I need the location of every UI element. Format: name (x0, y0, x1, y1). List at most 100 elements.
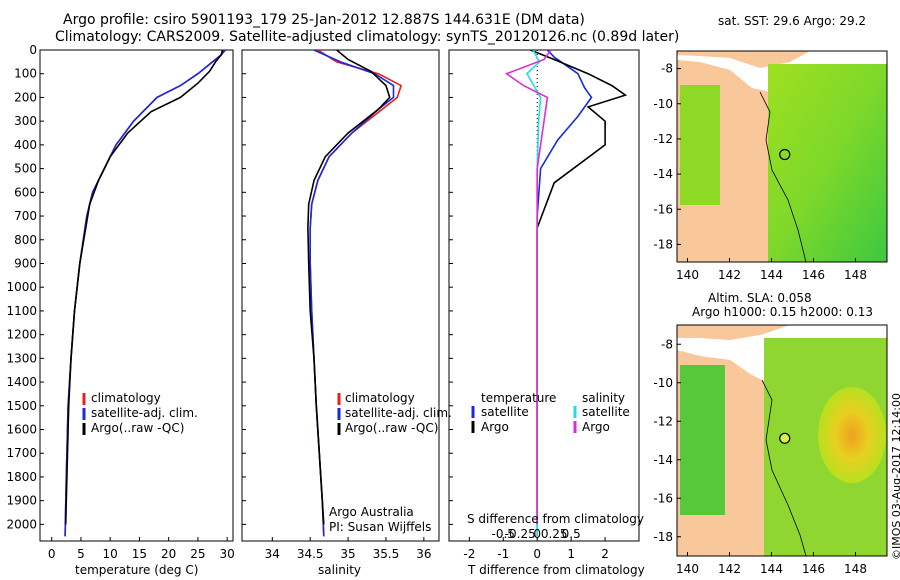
sal-x-tick-label: 35 (340, 547, 355, 561)
sla-map-frame (676, 324, 888, 557)
diff-t-x-tick-label: -2 (463, 547, 475, 561)
sla-map-title2: Argo h1000: 0.15 h2000: 0.13 (692, 305, 873, 319)
diff-series-2 (525, 50, 542, 537)
diff-s-tick-label: 0.5 (562, 527, 581, 541)
depth-tick-label: 1900 (6, 494, 37, 508)
temp-legend-sat: satellite-adj. clim. (91, 406, 198, 420)
depth-tick-label: 1000 (6, 280, 37, 294)
sla-lat-label: -8 (661, 337, 673, 351)
temp-legend-clim: climatology (91, 391, 161, 405)
sal-legend-argo: Argo(..raw -QC) (345, 421, 439, 435)
sla-lat-label: -10 (653, 376, 673, 390)
sla-lon-label: 140 (676, 562, 699, 576)
sla-lon-label: 144 (760, 562, 783, 576)
temp-legend-argo: Argo(..raw -QC) (91, 421, 185, 435)
diff-legend (471, 406, 577, 433)
depth-tick-label: 1600 (6, 423, 37, 437)
sla-map-title1: Altim. SLA: 0.058 (708, 291, 812, 305)
coastline (759, 91, 807, 262)
sla-lon-label: 146 (802, 562, 825, 576)
sst-lon-label: 140 (676, 268, 699, 282)
sst-lon-label: 146 (802, 268, 825, 282)
sst-lon-label: 142 (718, 268, 741, 282)
sla-lon-label: 142 (718, 562, 741, 576)
diff-s-tick-label: 0 (533, 527, 541, 541)
figure-title-line2: Climatology: CARS2009. Satellite-adjuste… (55, 29, 680, 45)
sst-lat-label: -8 (661, 62, 673, 76)
temp-x-tick-label: 30 (220, 547, 235, 561)
temp-series-2 (64, 50, 224, 525)
diff-s-tick-label: 0.25 (541, 527, 568, 541)
depth-tick-label: 100 (14, 67, 37, 81)
sla-lat-label: -14 (653, 453, 673, 467)
diff-s-tick-label: -0.25 (505, 527, 536, 541)
diff-t-x-tick-label: 2 (601, 547, 609, 561)
sal-xlabel: salinity (318, 563, 362, 577)
credit-org: Argo Australia (329, 505, 414, 519)
sst-map-title: sat. SST: 29.6 Argo: 29.2 (718, 14, 867, 28)
diff-t-x-tick-label: 1 (567, 547, 575, 561)
depth-tick-label: 300 (14, 114, 37, 128)
depth-tick-label: 0 (29, 43, 37, 57)
diff-series-3 (504, 50, 552, 525)
argo-marker (779, 432, 791, 444)
depth-tick-label: 1800 (6, 470, 37, 484)
diff-legend-thead: temperature (481, 391, 557, 405)
depth-tick-label: 400 (14, 138, 37, 152)
sst-lat-label: -12 (653, 132, 673, 146)
depth-tick-label: 1500 (6, 399, 37, 413)
map-axes: -8 -10 -12 -14 -16 -18 140 142 144 146 148 -8 -10 -12… (653, 62, 867, 576)
sla-map (677, 325, 887, 556)
sst-lon-label: 148 (844, 268, 867, 282)
sal-x-tick-label: 36 (416, 547, 431, 561)
sst-map-frame (676, 50, 888, 263)
x-axes: 0 5 10 15 20 25 30 34 34.5 35 35.5 36 -2 -1 0 1 2 -0.5-0.… (48, 527, 609, 561)
sla-high (818, 387, 886, 483)
credit-pi: PI: Susan Wijffels (329, 520, 432, 534)
sst-lon-label: 144 (760, 268, 783, 282)
diff-title2: S difference from climatology (467, 512, 644, 526)
sst-lat-label: -16 (653, 202, 673, 216)
sla-lat-label: -16 (653, 491, 673, 505)
sal-legend-clim: climatology (345, 391, 415, 405)
sla-lon-label: 148 (844, 562, 867, 576)
depth-axis: 0 100 200 300 400 500 600 700 800 900 1000 1100 1200… (6, 43, 453, 531)
temp-x-tick-label: 20 (161, 547, 176, 561)
depth-tick-label: 600 (14, 185, 37, 199)
diff-t-x-tick-label: -1 (497, 547, 509, 561)
sst-lat-label: -18 (653, 237, 673, 251)
temp-x-tick-label: 25 (190, 547, 205, 561)
sst-field (768, 64, 887, 262)
sal-legend-sat: satellite-adj. clim. (345, 406, 452, 420)
depth-tick-label: 200 (14, 90, 37, 104)
diff-legend-shead: salinity (582, 391, 626, 405)
depth-tick-label: 1200 (6, 328, 37, 342)
diff-legend-targo: Argo (481, 420, 509, 434)
diff-series-0 (536, 50, 593, 537)
depth-tick-label: 2000 (6, 517, 37, 531)
temp-axes-frame (39, 49, 234, 542)
sal-plot (307, 50, 403, 537)
depth-tick-label: 1100 (6, 304, 37, 318)
sal-series-2 (307, 50, 391, 525)
depth-tick-label: 900 (14, 256, 37, 270)
sal-x-tick-label: 34 (265, 547, 280, 561)
diff-legend-sargo: Argo (582, 420, 610, 434)
temp-series-1 (64, 50, 227, 537)
sla-lat-label: -12 (653, 414, 673, 428)
argo-marker (779, 148, 791, 161)
diff-s-tick-label: -0.5 (492, 527, 515, 541)
sal-series-1 (309, 50, 395, 537)
sal-axes-frame (241, 49, 440, 542)
diff-axes-frame (448, 49, 640, 542)
sst-field-west (680, 85, 720, 205)
depth-tick-label: 1400 (6, 375, 37, 389)
depth-tick-label: 500 (14, 162, 37, 176)
diff-legend-tsat: satellite (481, 405, 529, 419)
diff-plot (504, 50, 628, 541)
temp-xlabel: temperature (deg C) (75, 563, 199, 577)
depth-tick-label: 700 (14, 209, 37, 223)
diff-series-1 (530, 50, 628, 525)
depth-tick-label: 1700 (6, 446, 37, 460)
diff-legend-ssat: satellite (582, 405, 630, 419)
